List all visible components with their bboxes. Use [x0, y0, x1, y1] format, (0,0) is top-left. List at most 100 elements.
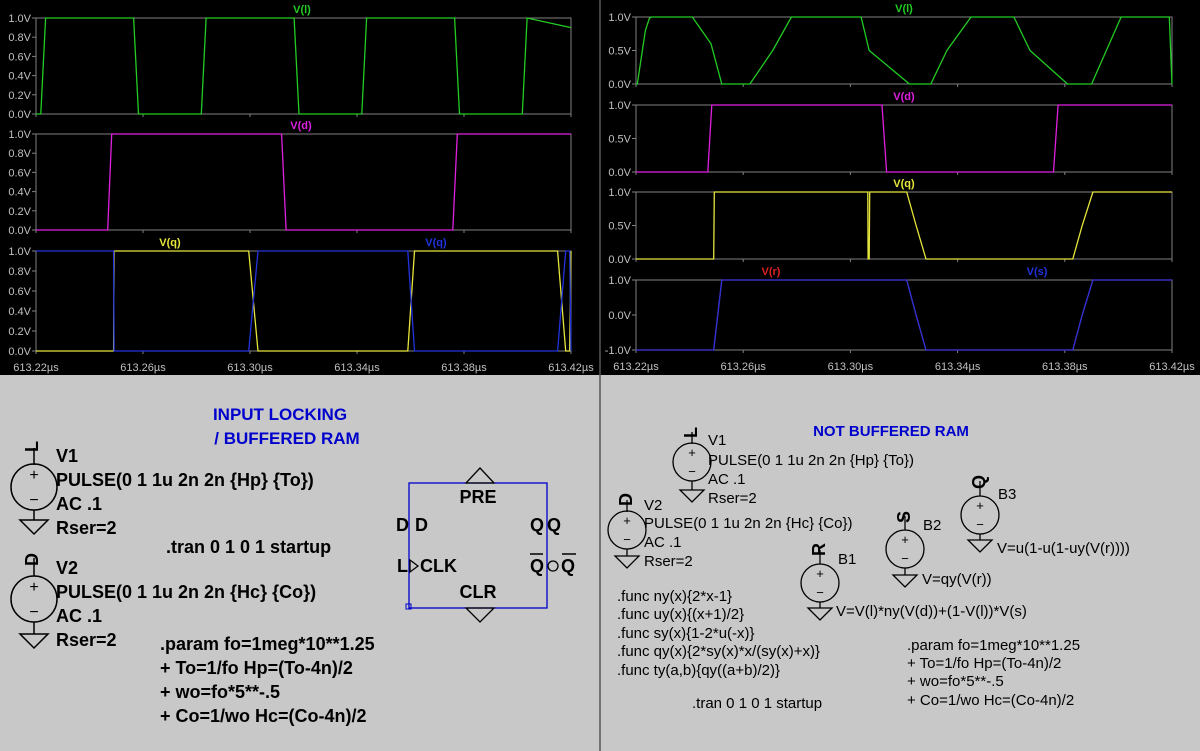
source-rser: Rser=2 [644, 553, 693, 570]
y-tick-label: 1.0V [608, 12, 631, 24]
func-directive[interactable]: .func ny(x){2*x-1} .func uy(x){(x+1)/2} … [617, 588, 820, 679]
plot-pane-right-3[interactable]: 0.0V 0.5V 1.0V V(q) [608, 178, 1173, 266]
tran-directive[interactable]: .tran 0 1 0 1 startup [166, 537, 331, 557]
tran-directive[interactable]: .tran 0 1 0 1 startup [692, 695, 822, 712]
source-expr: V=qy(V(r)) [922, 571, 992, 588]
y-tick-label: 0.0V [608, 310, 631, 322]
param-line: .param fo=1meg*10**1.25 [160, 634, 375, 654]
trace-name-label[interactable]: V(s) [1027, 266, 1048, 278]
source-value: PULSE(0 1 1u 2n 2n {Hc} {Co}) [56, 582, 316, 602]
pin-label-q: Q [530, 515, 544, 535]
net-label-d: D [616, 493, 636, 506]
plus-icon: + [976, 498, 984, 513]
plot-pane-left-3[interactable]: 0.0V 0.2V 0.4V 0.6V 0.8V 1.0V V(q) V(q) 613.22µs… [8, 237, 594, 374]
param-line: + Co=1/wo Hc=(Co-4n)/2 [160, 706, 367, 726]
trace-name-label[interactable]: V(d) [290, 120, 312, 132]
plot-pane-right-2[interactable]: 0.0V 0.5V 1.0V V(d) [608, 91, 1173, 179]
y-tick-label: 0.0V [8, 225, 31, 237]
plus-icon: + [623, 513, 631, 528]
plus-icon: + [29, 467, 38, 484]
net-label-q: Q [969, 475, 989, 489]
schematic-left[interactable]: INPUT LOCKING / BUFFERED RAM L + − V1 PU… [10, 405, 576, 726]
schematic-title-line1: INPUT LOCKING [213, 405, 347, 424]
plot-pane-left-2[interactable]: 0.0V 0.2V 0.4V 0.6V 0.8V 1.0V V(d) [8, 120, 572, 237]
trace-name-label[interactable]: V(q) [425, 237, 447, 249]
x-tick-label: 613.22µs [13, 362, 59, 374]
y-tick-label: 0.8V [8, 32, 31, 44]
plot-pane-right-1[interactable]: 0.0V 0.5V 1.0V V(l) [608, 3, 1173, 91]
y-tick-label: 0.6V [8, 286, 31, 298]
net-label-qbar: Q [561, 556, 575, 576]
source-value: PULSE(0 1 1u 2n 2n {Hc} {Co}) [644, 515, 852, 532]
behavioral-source-b2[interactable]: S + − B2 V=qy(V(r)) [885, 511, 992, 588]
x-tick-label: 613.42µs [548, 362, 594, 374]
source-ac: AC .1 [708, 471, 746, 488]
pin-label-clr: CLR [460, 582, 497, 602]
plot-pane-left-1[interactable]: 0.0V 0.2V 0.4V 0.6V 0.8V 1.0V V(l) [8, 4, 572, 121]
source-ac: AC .1 [56, 606, 102, 626]
trace-name-label[interactable]: V(l) [895, 3, 913, 15]
plus-icon: + [901, 532, 909, 547]
source-value: PULSE(0 1 1u 2n 2n {Hp} {To}) [56, 470, 314, 490]
y-tick-label: 1.0V [608, 187, 631, 199]
voltage-source-v1[interactable]: L + − V1 PULSE(0 1 1u 2n 2n {Hp} {To}) A… [10, 441, 314, 538]
trace-vq[interactable] [36, 250, 572, 352]
ground-icon [966, 539, 994, 553]
func-line: .func sy(x){1-2*u(-x)} [617, 625, 755, 642]
x-tick-label: 613.34µs [935, 361, 981, 373]
trace-name-label[interactable]: V(d) [893, 91, 915, 103]
dff-flipflop[interactable]: PRE CLR D D CLK L Q Q Q Q [396, 467, 576, 623]
voltage-source-v1[interactable]: L + − V1 PULSE(0 1 1u 2n 2n {Hp} {To}) A… [672, 427, 914, 507]
plus-icon: + [688, 445, 696, 460]
param-line: + To=1/fo Hp=(To-4n)/2 [160, 658, 353, 678]
trace-name-label[interactable]: V(q) [159, 237, 181, 249]
source-name: V1 [56, 446, 78, 466]
trace-vl[interactable] [636, 16, 1173, 85]
param-directive[interactable]: .param fo=1meg*10**1.25 + To=1/fo Hp=(To… [160, 634, 375, 726]
source-name: B1 [838, 551, 856, 568]
trace-vd[interactable] [36, 133, 571, 231]
x-tick-label: 613.42µs [1149, 361, 1195, 373]
net-label-l: L [22, 441, 42, 452]
pin-marker [405, 603, 412, 610]
trace-name-label[interactable]: V(l) [293, 4, 311, 16]
net-label-s: S [894, 511, 914, 523]
param-line: + wo=fo*5**-.5 [160, 682, 280, 702]
param-line: + To=1/fo Hp=(To-4n)/2 [907, 655, 1061, 672]
trace-vs[interactable] [636, 279, 1172, 351]
trace-vl[interactable] [36, 17, 572, 115]
pin-label-clk: CLK [420, 556, 457, 576]
voltage-source-v2[interactable]: D + − V2 PULSE(0 1 1u 2n 2n {Hc} {Co}) A… [10, 553, 316, 650]
plot-pane-right-4[interactable]: -1.0V 0.0V 1.0V V(r) V(s) 613.22µs 613.26µs 613… [605, 266, 1196, 373]
y-tick-label: 0.0V [608, 254, 631, 266]
trace-vd[interactable] [636, 104, 1172, 173]
voltage-source-v2[interactable]: D + − V2 PULSE(0 1 1u 2n 2n {Hc} {Co}) A… [607, 493, 852, 570]
y-tick-label: 1.0V [8, 13, 31, 25]
param-line: + Co=1/wo Hc=(Co-4n)/2 [907, 692, 1074, 709]
ground-icon [891, 574, 919, 588]
minus-icon: − [901, 551, 909, 566]
source-name: B3 [998, 486, 1016, 503]
inversion-bubble-icon [547, 560, 559, 572]
minus-icon: − [688, 464, 696, 479]
y-tick-label: -1.0V [605, 345, 632, 357]
source-ac: AC .1 [56, 494, 102, 514]
ground-icon [613, 555, 641, 569]
y-tick-label: 0.5V [608, 134, 631, 146]
trace-name-label[interactable]: V(q) [893, 178, 915, 190]
y-tick-label: 0.2V [8, 326, 31, 338]
trace-name-label[interactable]: V(r) [762, 266, 781, 278]
param-directive[interactable]: .param fo=1meg*10**1.25 + To=1/fo Hp=(To… [907, 637, 1080, 709]
behavioral-source-b3[interactable]: Q + − B3 V=u(1-u(1-uy(V(r)))) [960, 475, 1130, 557]
trace-vq[interactable] [636, 191, 1172, 260]
y-tick-label: 0.2V [8, 206, 31, 218]
schematic-right[interactable]: NOT BUFFERED RAM L + − V1 PULSE(0 1 1u 2… [607, 423, 1130, 712]
waveform-viewer-right[interactable]: 0.0V 0.5V 1.0V V(l) 0.0V 0.5V 1.0V V(d) 0.0V 0.5V… [605, 3, 1196, 373]
schematic-title: NOT BUFFERED RAM [813, 423, 969, 440]
net-label-l: L [397, 556, 408, 576]
behavioral-source-b1[interactable]: R + − B1 V=V(l)*ny(V(d))+(1-V(l))*V(s) [800, 543, 1027, 621]
waveform-viewer-left[interactable]: 0.0V 0.2V 0.4V 0.6V 0.8V 1.0V V(l) 0.0V 0.2V 0.4V… [8, 4, 594, 374]
func-line: .func qy(x){2*sy(x)*x/(sy(x)+x)} [617, 643, 820, 660]
y-tick-label: 0.8V [8, 266, 31, 278]
ground-icon [806, 607, 834, 621]
